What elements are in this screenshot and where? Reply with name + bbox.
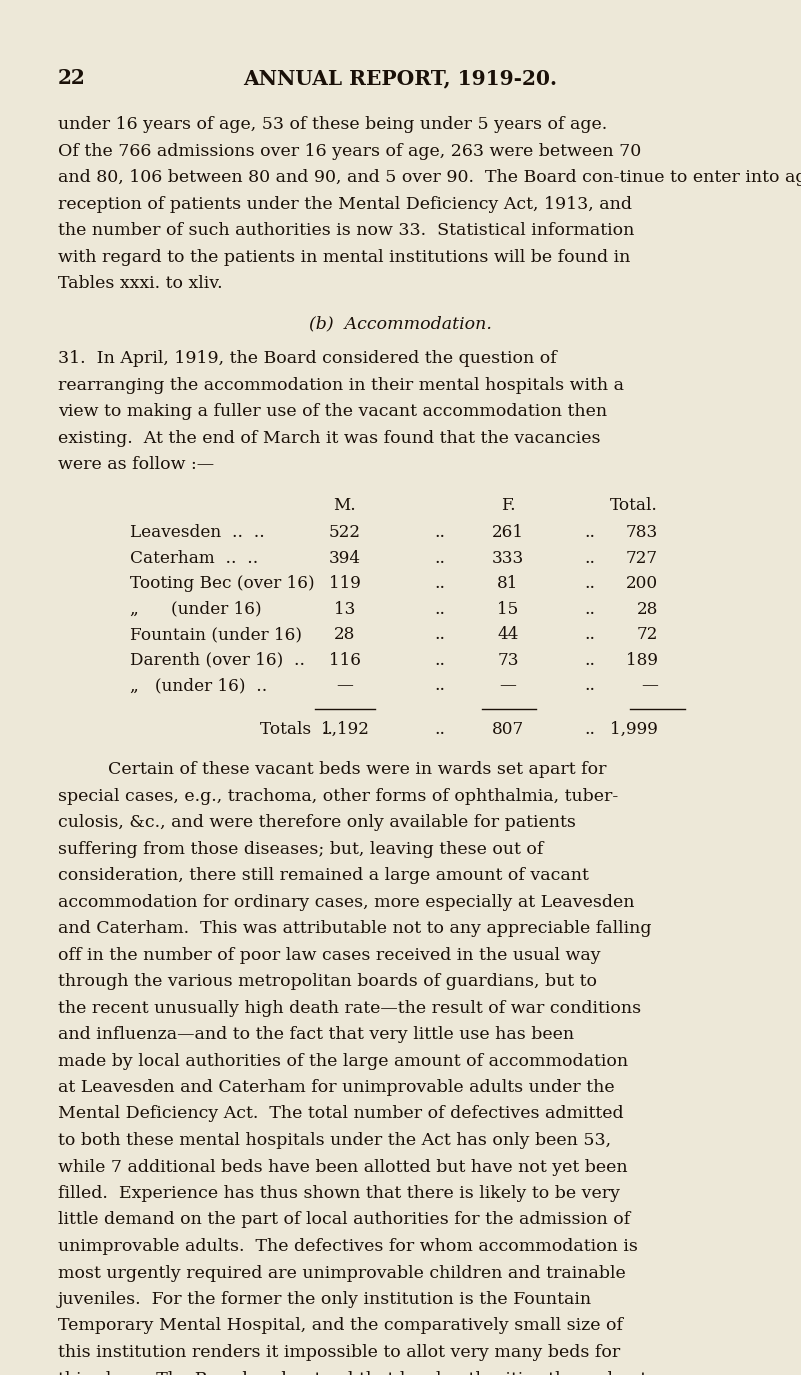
Text: ..: .. — [585, 720, 595, 737]
Text: (b)  Accommodation.: (b) Accommodation. — [309, 315, 492, 333]
Text: reception of patients under the Mental Deficiency Act, 1913, and: reception of patients under the Mental D… — [58, 195, 632, 213]
Text: were as follow :—: were as follow :— — [58, 456, 214, 473]
Text: suffering from those diseases; but, leaving these out of: suffering from those diseases; but, leav… — [58, 840, 543, 858]
Text: 72: 72 — [637, 626, 658, 644]
Text: this institution renders it impossible to allot very many beds for: this institution renders it impossible t… — [58, 1343, 620, 1361]
Text: 13: 13 — [334, 601, 356, 617]
Text: under 16 years of age, 53 of these being under 5 years of age.: under 16 years of age, 53 of these being… — [58, 116, 607, 133]
Text: 28: 28 — [334, 626, 356, 644]
Text: Total.: Total. — [610, 496, 658, 513]
Text: the number of such authorities is now 33.  Statistical information: the number of such authorities is now 33… — [58, 221, 634, 239]
Text: Leavesden  ..  ..: Leavesden .. .. — [130, 524, 265, 540]
Text: ..: .. — [434, 720, 445, 737]
Text: 333: 333 — [492, 550, 524, 566]
Text: filled.  Experience has thus shown that there is likely to be very: filled. Experience has thus shown that t… — [58, 1185, 620, 1202]
Text: M.: M. — [334, 496, 356, 513]
Text: ..: .. — [434, 626, 445, 644]
Text: ..: .. — [434, 652, 445, 668]
Text: ..: .. — [434, 524, 445, 540]
Text: to both these mental hospitals under the Act has only been 53,: to both these mental hospitals under the… — [58, 1132, 611, 1150]
Text: Certain of these vacant beds were in wards set apart for: Certain of these vacant beds were in war… — [108, 760, 606, 778]
Text: Totals  ..: Totals .. — [260, 720, 333, 737]
Text: 261: 261 — [492, 524, 524, 540]
Text: „   (under 16)  ..: „ (under 16) .. — [130, 676, 268, 694]
Text: 394: 394 — [329, 550, 361, 566]
Text: ..: .. — [434, 550, 445, 566]
Text: the recent unusually high death rate—the result of war conditions: the recent unusually high death rate—the… — [58, 1000, 641, 1016]
Text: little demand on the part of local authorities for the admission of: little demand on the part of local autho… — [58, 1211, 630, 1228]
Text: ..: .. — [585, 626, 595, 644]
Text: „      (under 16): „ (under 16) — [130, 601, 262, 617]
Text: Fountain (under 16): Fountain (under 16) — [130, 626, 302, 644]
Text: —: — — [641, 676, 658, 694]
Text: —: — — [500, 676, 517, 694]
Text: 1,192: 1,192 — [321, 720, 369, 737]
Text: 807: 807 — [492, 720, 524, 737]
Text: 1,999: 1,999 — [610, 720, 658, 737]
Text: Mental Deficiency Act.  The total number of defectives admitted: Mental Deficiency Act. The total number … — [58, 1106, 624, 1122]
Text: and 80, 106 between 80 and 90, and 5 over 90.  The Board con­tinue to enter into: and 80, 106 between 80 and 90, and 5 ove… — [58, 169, 801, 186]
Text: ANNUAL REPORT, 1919-20.: ANNUAL REPORT, 1919-20. — [244, 67, 557, 88]
Text: Caterham  ..  ..: Caterham .. .. — [130, 550, 258, 566]
Text: through the various metropolitan boards of guardians, but to: through the various metropolitan boards … — [58, 974, 597, 990]
Text: view to making a fuller use of the vacant accommodation then: view to making a fuller use of the vacan… — [58, 403, 607, 419]
Text: 22: 22 — [58, 67, 86, 88]
Text: made by local authorities of the large amount of accommodation: made by local authorities of the large a… — [58, 1052, 628, 1070]
Text: 81: 81 — [497, 575, 519, 593]
Text: ..: .. — [585, 601, 595, 617]
Text: 28: 28 — [637, 601, 658, 617]
Text: culosis, &c., and were therefore only available for patients: culosis, &c., and were therefore only av… — [58, 814, 576, 830]
Text: while 7 additional beds have been allotted but have not yet been: while 7 additional beds have been allott… — [58, 1159, 628, 1176]
Text: 119: 119 — [329, 575, 361, 593]
Text: 31.  In April, 1919, the Board considered the question of: 31. In April, 1919, the Board considered… — [58, 351, 557, 367]
Text: and Caterham.  This was attributable not to any appreciable falling: and Caterham. This was attributable not … — [58, 920, 651, 936]
Text: special cases, e.g., trachoma, other forms of ophthalmia, tuber-: special cases, e.g., trachoma, other for… — [58, 788, 618, 804]
Text: at Leavesden and Caterham for unimprovable adults under the: at Leavesden and Caterham for unimprovab… — [58, 1079, 614, 1096]
Text: ..: .. — [434, 676, 445, 694]
Text: ..: .. — [434, 575, 445, 593]
Text: consideration, there still remained a large amount of vacant: consideration, there still remained a la… — [58, 868, 589, 884]
Text: Of the 766 admissions over 16 years of age, 263 were between 70: Of the 766 admissions over 16 years of a… — [58, 143, 642, 160]
Text: 73: 73 — [497, 652, 519, 668]
Text: ..: .. — [585, 575, 595, 593]
Text: accommodation for ordinary cases, more especially at Leavesden: accommodation for ordinary cases, more e… — [58, 894, 634, 910]
Text: 200: 200 — [626, 575, 658, 593]
Text: Darenth (over 16)  ..: Darenth (over 16) .. — [130, 652, 305, 668]
Text: ..: .. — [585, 550, 595, 566]
Text: ..: .. — [585, 524, 595, 540]
Text: —: — — [336, 676, 353, 694]
Text: 783: 783 — [626, 524, 658, 540]
Text: most urgently required are unimprovable children and trainable: most urgently required are unimprovable … — [58, 1265, 626, 1282]
Text: rearranging the accommodation in their mental hospitals with a: rearranging the accommodation in their m… — [58, 377, 624, 393]
Text: 727: 727 — [626, 550, 658, 566]
Text: this class.  The Board understood that local authorities throughout: this class. The Board understood that lo… — [58, 1371, 647, 1375]
Text: ..: .. — [434, 601, 445, 617]
Text: 44: 44 — [497, 626, 519, 644]
Text: unimprovable adults.  The defectives for whom accommodation is: unimprovable adults. The defectives for … — [58, 1238, 638, 1255]
Text: ..: .. — [585, 676, 595, 694]
Text: 522: 522 — [329, 524, 361, 540]
Text: 189: 189 — [626, 652, 658, 668]
Text: and influenza—and to the fact that very little use has been: and influenza—and to the fact that very … — [58, 1026, 574, 1044]
Text: 116: 116 — [329, 652, 361, 668]
Text: F.: F. — [501, 496, 515, 513]
Text: with regard to the patients in mental institutions will be found in: with regard to the patients in mental in… — [58, 249, 630, 265]
Text: juveniles.  For the former the only institution is the Fountain: juveniles. For the former the only insti… — [58, 1291, 592, 1308]
Text: Tables xxxi. to xliv.: Tables xxxi. to xliv. — [58, 275, 223, 292]
Text: Temporary Mental Hospital, and the comparatively small size of: Temporary Mental Hospital, and the compa… — [58, 1317, 623, 1335]
Text: off in the number of poor law cases received in the usual way: off in the number of poor law cases rece… — [58, 946, 601, 964]
Text: Tooting Bec (over 16): Tooting Bec (over 16) — [130, 575, 315, 593]
Text: ..: .. — [585, 652, 595, 668]
Text: existing.  At the end of March it was found that the vacancies: existing. At the end of March it was fou… — [58, 429, 601, 447]
Text: 15: 15 — [497, 601, 519, 617]
